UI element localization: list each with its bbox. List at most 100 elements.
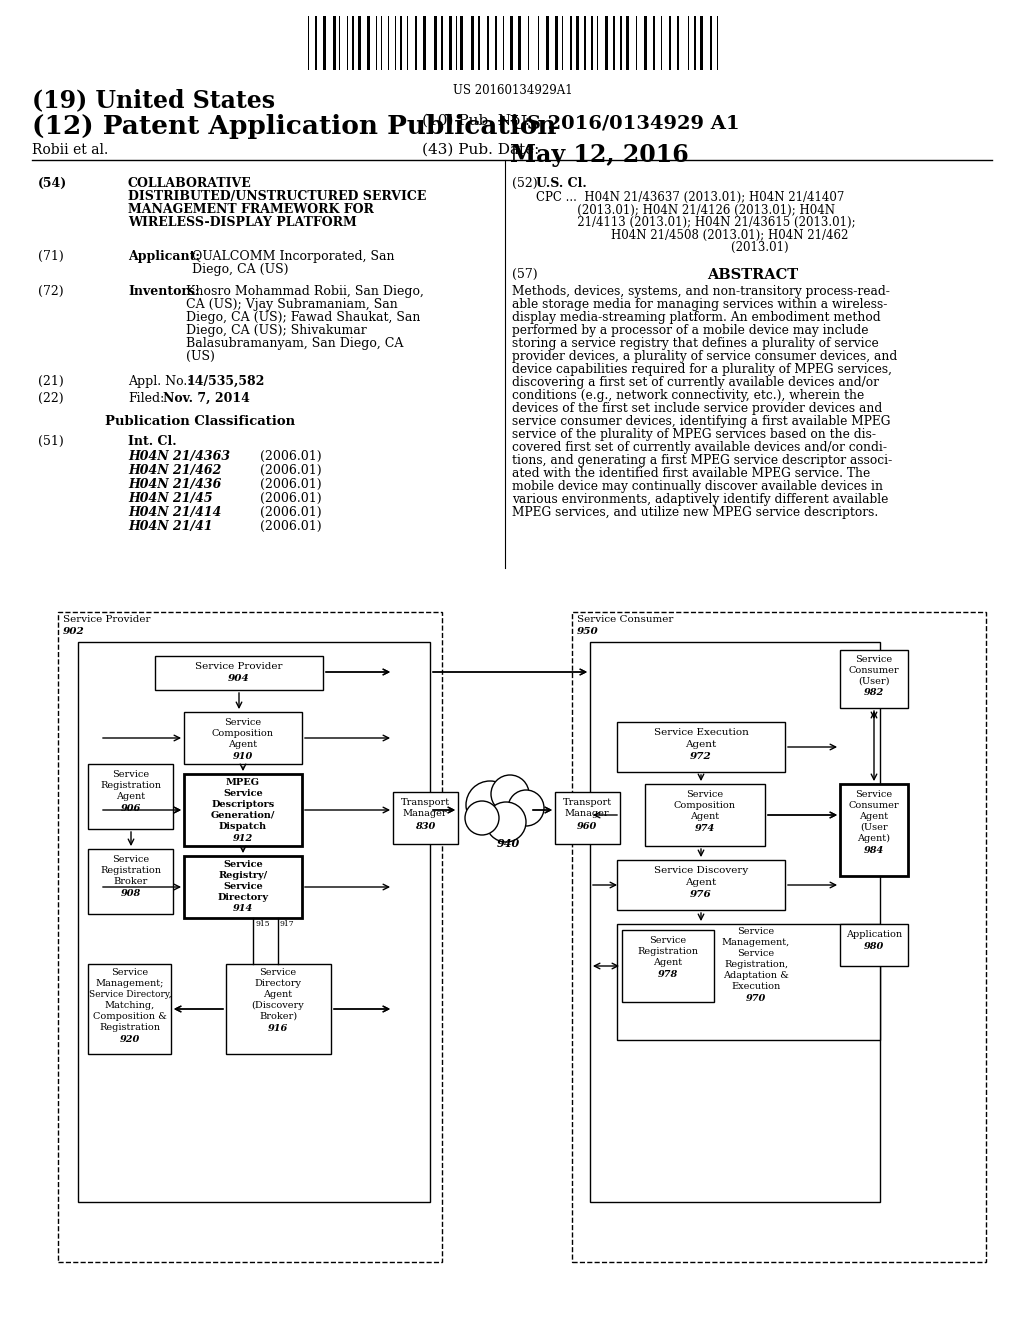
Text: Agent): Agent) — [857, 834, 891, 843]
Bar — [333, 16, 336, 70]
Text: 910: 910 — [232, 752, 253, 762]
Text: ated with the identified first available MPEG service. The: ated with the identified first available… — [512, 467, 870, 480]
Bar — [840, 924, 908, 966]
Text: Service: Service — [737, 949, 774, 958]
Text: (51): (51) — [38, 436, 63, 447]
Text: provider devices, a plurality of service consumer devices, and: provider devices, a plurality of service… — [512, 350, 897, 363]
Text: device capabilities required for a plurality of MPEG services,: device capabilities required for a plura… — [512, 363, 892, 376]
Text: Agent: Agent — [653, 958, 683, 968]
Bar — [510, 16, 513, 70]
Text: Directory: Directory — [255, 979, 301, 987]
Text: H04N 21/436: H04N 21/436 — [128, 478, 221, 491]
Bar — [88, 849, 173, 913]
Bar — [645, 784, 765, 846]
Text: H04N 21/4508 (2013.01); H04N 21/462: H04N 21/4508 (2013.01); H04N 21/462 — [536, 228, 848, 242]
Text: Service Execution: Service Execution — [653, 729, 749, 737]
Text: Int. Cl.: Int. Cl. — [128, 436, 176, 447]
Text: Service: Service — [223, 882, 263, 891]
Text: (72): (72) — [38, 285, 63, 298]
Text: Agent: Agent — [859, 812, 889, 821]
Text: Service Consumer: Service Consumer — [577, 615, 674, 624]
Text: Service: Service — [855, 655, 893, 664]
Text: able storage media for managing services within a wireless-: able storage media for managing services… — [512, 298, 888, 312]
Bar — [495, 16, 497, 70]
Text: (12) Patent Application Publication: (12) Patent Application Publication — [32, 114, 556, 139]
Text: Balasubramanyam, San Diego, CA: Balasubramanyam, San Diego, CA — [186, 337, 403, 350]
Text: 902: 902 — [63, 627, 85, 636]
Bar — [700, 16, 703, 70]
Text: 906: 906 — [121, 804, 141, 813]
Text: 21/4113 (2013.01); H04N 21/43615 (2013.01);: 21/4113 (2013.01); H04N 21/43615 (2013.0… — [536, 216, 856, 228]
Text: 976: 976 — [690, 890, 712, 899]
Bar — [590, 642, 880, 1203]
Bar — [400, 16, 402, 70]
Text: Service: Service — [259, 968, 297, 977]
Text: (User): (User) — [858, 677, 890, 686]
Text: 984: 984 — [864, 846, 884, 855]
Circle shape — [465, 801, 499, 836]
Text: 940: 940 — [497, 838, 519, 849]
Text: (54): (54) — [38, 177, 68, 190]
Text: Composition: Composition — [674, 801, 736, 810]
Bar — [88, 964, 171, 1053]
Text: Application: Application — [846, 931, 902, 939]
Text: covered first set of currently available devices and/or condi-: covered first set of currently available… — [512, 441, 887, 454]
Text: U.S. Cl.: U.S. Cl. — [536, 177, 587, 190]
Bar — [617, 861, 785, 909]
Text: (2006.01): (2006.01) — [260, 520, 322, 533]
Text: (2006.01): (2006.01) — [260, 465, 322, 477]
Text: Service: Service — [855, 789, 893, 799]
Text: 978: 978 — [657, 970, 678, 979]
Text: Service: Service — [113, 855, 150, 865]
Text: 972: 972 — [690, 752, 712, 762]
Text: H04N 21/41: H04N 21/41 — [128, 520, 213, 533]
Text: May 12, 2016: May 12, 2016 — [510, 143, 689, 168]
Bar — [694, 16, 696, 70]
Text: Generation/: Generation/ — [211, 810, 275, 820]
Bar — [840, 649, 908, 708]
Text: Service: Service — [112, 968, 148, 977]
Bar — [358, 16, 361, 70]
Text: 920: 920 — [120, 1035, 140, 1044]
Text: CA (US); Vjay Subramaniam, San: CA (US); Vjay Subramaniam, San — [186, 298, 397, 312]
Bar — [58, 612, 442, 1262]
Text: Service: Service — [223, 789, 263, 799]
Text: Composition: Composition — [212, 729, 274, 738]
Text: Registration,: Registration, — [724, 960, 788, 969]
Text: mobile device may continually discover available devices in: mobile device may continually discover a… — [512, 480, 883, 492]
Bar — [352, 16, 354, 70]
Text: Methods, devices, systems, and non-transitory process-read-: Methods, devices, systems, and non-trans… — [512, 285, 890, 298]
Bar — [367, 16, 370, 70]
Text: Management;: Management; — [96, 979, 164, 987]
Bar — [570, 16, 572, 70]
Bar — [226, 964, 331, 1053]
Circle shape — [486, 803, 526, 842]
Text: Service Provider: Service Provider — [196, 663, 283, 671]
Text: (52): (52) — [512, 177, 538, 190]
Text: Registry/: Registry/ — [218, 871, 267, 880]
Text: Consumer: Consumer — [849, 667, 899, 675]
Text: Publication Classification: Publication Classification — [104, 414, 295, 428]
Text: (2006.01): (2006.01) — [260, 492, 322, 506]
Text: Inventors:: Inventors: — [128, 285, 200, 298]
Bar — [584, 16, 586, 70]
Text: (19) United States: (19) United States — [32, 88, 275, 112]
Bar — [155, 656, 323, 690]
Text: Khosro Mohammad Robii, San Diego,: Khosro Mohammad Robii, San Diego, — [186, 285, 424, 298]
Text: Agent: Agent — [263, 990, 293, 999]
Bar — [644, 16, 647, 70]
Bar — [622, 931, 714, 1002]
Text: 912: 912 — [232, 834, 253, 843]
Bar — [184, 711, 302, 764]
Bar — [415, 16, 417, 70]
Text: (71): (71) — [38, 249, 63, 263]
Bar — [423, 16, 426, 70]
Text: service consumer devices, identifying a first available MPEG: service consumer devices, identifying a … — [512, 414, 891, 428]
Text: H04N 21/414: H04N 21/414 — [128, 506, 221, 519]
Text: devices of the first set include service provider devices and: devices of the first set include service… — [512, 403, 883, 414]
Text: 917: 917 — [280, 920, 295, 928]
Text: Service Directory,: Service Directory, — [89, 990, 171, 999]
Text: 982: 982 — [864, 688, 884, 697]
Text: US 20160134929A1: US 20160134929A1 — [454, 84, 572, 96]
Bar — [393, 792, 458, 843]
